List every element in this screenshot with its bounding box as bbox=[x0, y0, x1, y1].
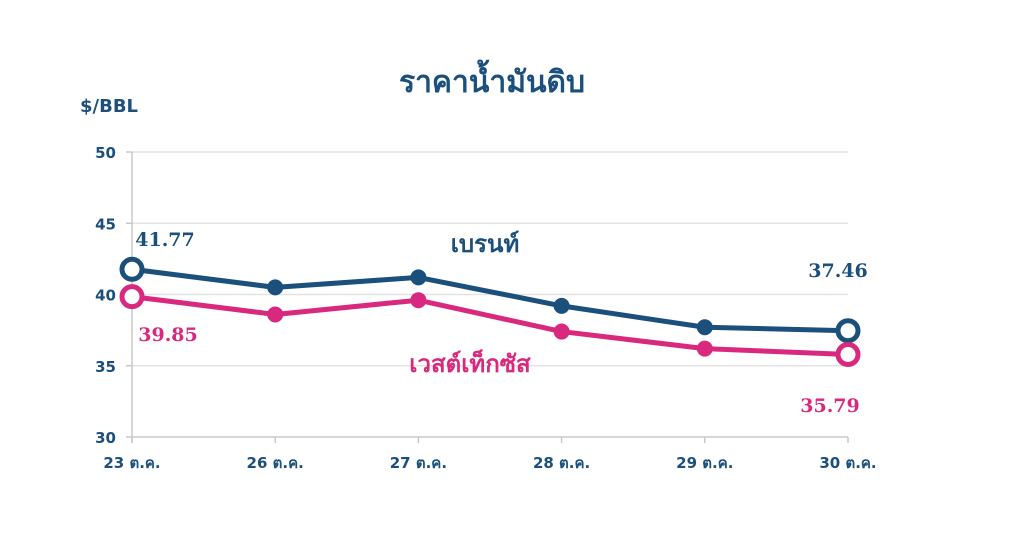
data-point bbox=[696, 319, 713, 336]
data-point bbox=[835, 318, 861, 344]
x-tick-label: 23 ต.ค. bbox=[103, 454, 160, 472]
data-point bbox=[267, 306, 284, 323]
data-point bbox=[119, 284, 145, 310]
data-point bbox=[696, 340, 713, 357]
y-tick-label: 45 bbox=[95, 215, 116, 233]
y-axis-label: $/BBL bbox=[80, 96, 138, 117]
x-tick-label: 30 ต.ค. bbox=[819, 454, 876, 472]
chart-title: ราคาน้ำมันดิบ bbox=[399, 59, 585, 100]
data-label: 37.46 bbox=[808, 260, 868, 282]
data-point bbox=[553, 297, 570, 314]
series-name-label: เวสต์เท็กซัส bbox=[409, 349, 531, 378]
data-point bbox=[553, 323, 570, 340]
y-tick-label: 50 bbox=[95, 144, 116, 162]
series-line bbox=[131, 294, 849, 357]
y-tick-label: 35 bbox=[95, 358, 116, 376]
data-point bbox=[835, 341, 861, 367]
series-line bbox=[131, 266, 849, 334]
x-tick-label: 26 ต.ค. bbox=[247, 454, 304, 472]
data-label: 39.85 bbox=[138, 324, 198, 346]
series-name-label: เบรนท์ bbox=[451, 230, 520, 258]
data-label: 41.77 bbox=[135, 229, 195, 251]
data-label: 35.79 bbox=[800, 395, 860, 417]
x-tick-label: 28 ต.ค. bbox=[533, 454, 590, 472]
x-tick-label: 29 ต.ค. bbox=[676, 454, 733, 472]
data-point bbox=[410, 269, 427, 286]
y-tick-label: 40 bbox=[95, 287, 116, 305]
data-point bbox=[267, 279, 284, 296]
data-point bbox=[410, 292, 427, 309]
y-tick-label: 30 bbox=[95, 429, 116, 447]
x-tick-label: 27 ต.ค. bbox=[390, 454, 447, 472]
data-point bbox=[119, 256, 145, 282]
